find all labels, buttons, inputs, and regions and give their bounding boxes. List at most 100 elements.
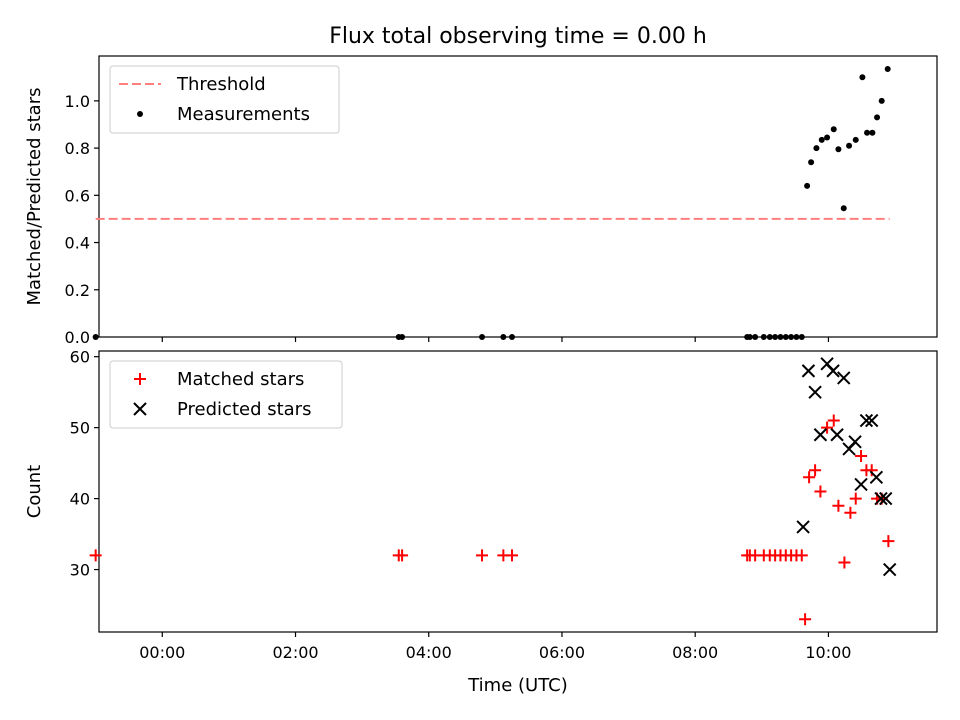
measurement-point [835, 146, 842, 153]
predicted-star-point [796, 520, 810, 534]
predicted-star-point [882, 562, 897, 577]
measurement-point [840, 205, 847, 212]
measurement-point [788, 334, 795, 340]
measurement-point [852, 136, 859, 143]
bottom-x-tick-label: 00:00 [139, 643, 185, 662]
predicted-star-point [854, 477, 868, 492]
measurement-point [874, 114, 881, 121]
chart-title: Flux total observing time = 0.00 h [329, 24, 707, 49]
matched-star-point [799, 613, 812, 626]
measurement-point [760, 334, 767, 340]
legend-predicted-swatch [133, 402, 147, 416]
measurement-point [782, 334, 789, 340]
predicted-star-point [878, 491, 893, 506]
bottom-y-tick-label: 50 [70, 419, 90, 438]
bottom-x-tick-label: 06:00 [539, 643, 585, 662]
top-y-tick-label: 1.0 [65, 92, 90, 111]
predicted-star-point [865, 413, 879, 428]
predicted-star-point [826, 364, 840, 378]
predicted-star-point [837, 371, 851, 385]
top-y-tick-label: 0.2 [65, 281, 90, 300]
measurement-point [869, 129, 876, 136]
measurement-point [859, 74, 866, 81]
matched-star-point [844, 506, 857, 519]
bottom-legend: Matched stars Predicted stars [109, 360, 343, 429]
top-y-tick-label: 0.0 [65, 328, 90, 347]
matched-star-point [795, 549, 808, 562]
top-panel: 0.0 0.2 0.4 0.6 0.8 1.0 Matched/Predicted star… [24, 55, 938, 347]
bottom-legend-box [109, 360, 343, 429]
bottom-y-tick-label: 30 [70, 561, 90, 580]
measurement-point [884, 65, 891, 72]
measurement-point [878, 97, 885, 104]
top-legend-box [109, 65, 340, 134]
top-y-tick-label: 0.4 [65, 234, 90, 253]
matched-star-point [476, 549, 489, 562]
measurement-point [399, 334, 406, 340]
matched-star-point [838, 556, 851, 569]
predicted-star-point [848, 435, 862, 449]
measurement-point [824, 134, 831, 141]
legend-measurement-swatch [137, 111, 143, 117]
legend-label: Measurements [177, 104, 310, 125]
top-legend: Threshold Measurements [109, 65, 340, 134]
predicted-star-point [813, 428, 828, 442]
matched-star-point [89, 549, 102, 562]
bottom-x-tick-label: 10:00 [805, 643, 851, 662]
measurement-point [772, 334, 779, 340]
predicted-star-point [859, 413, 874, 428]
bottom-y-axis-label: Count [24, 465, 45, 518]
measurement-point [766, 334, 773, 340]
legend-matched-swatch [134, 373, 146, 385]
measurement-point [830, 126, 837, 133]
matched-star-point [814, 485, 827, 498]
matched-star-point [832, 499, 845, 512]
legend-label: Matched stars [177, 369, 304, 390]
matched-star-point [882, 535, 895, 548]
measurement-point [509, 334, 516, 340]
measurement-point [746, 334, 753, 340]
top-plot-frame [98, 55, 938, 338]
matched-star-point [803, 471, 816, 484]
matched-star-point [821, 421, 834, 434]
top-y-tick-label: 0.8 [65, 139, 90, 158]
measurement-point [808, 159, 815, 166]
measurement-point [479, 334, 486, 340]
top-y-axis-label: Matched/Predicted stars [24, 88, 45, 306]
predicted-star-point [830, 428, 844, 442]
top-y-tick-label: 0.6 [65, 186, 90, 205]
matched-star-point [865, 464, 878, 477]
bottom-x-tick-label: 02:00 [272, 643, 318, 662]
measurement-point [752, 334, 759, 340]
matched-star-point [809, 464, 822, 477]
measurement-point [793, 334, 800, 340]
predicted-star-point [869, 470, 884, 485]
bottom-x-tick-label: 08:00 [672, 643, 718, 662]
x-axis-label: Time (UTC) [467, 675, 568, 696]
measurement-point [864, 129, 871, 136]
predicted-star-point [808, 385, 822, 399]
measurement-point [500, 334, 507, 340]
matched-star-point [396, 549, 409, 562]
legend-label: Threshold [176, 74, 266, 95]
bottom-panel: 30 40 50 60 00:00 02:00 04:00 06:00 08:00 10:00 Co… [24, 348, 938, 662]
measurement-point [92, 334, 99, 340]
bottom-x-tick-label: 04:00 [406, 643, 452, 662]
measurement-point [818, 136, 825, 143]
bottom-y-tick-label: 40 [70, 490, 90, 509]
matched-star-point [506, 549, 519, 562]
measurement-point [777, 334, 784, 340]
matched-star-point [827, 414, 840, 427]
bottom-y-tick-label: 60 [70, 348, 90, 367]
measurement-point [798, 334, 805, 340]
bottom-plot-frame [98, 350, 938, 633]
predicted-star-point [801, 364, 816, 378]
matched-star-point [849, 492, 862, 505]
measurement-point [846, 142, 853, 149]
predicted-star-point [874, 491, 888, 506]
matched-star-point [855, 450, 868, 463]
measurement-point [813, 145, 820, 152]
legend-label: Predicted stars [177, 399, 311, 420]
measurement-point [804, 182, 811, 189]
